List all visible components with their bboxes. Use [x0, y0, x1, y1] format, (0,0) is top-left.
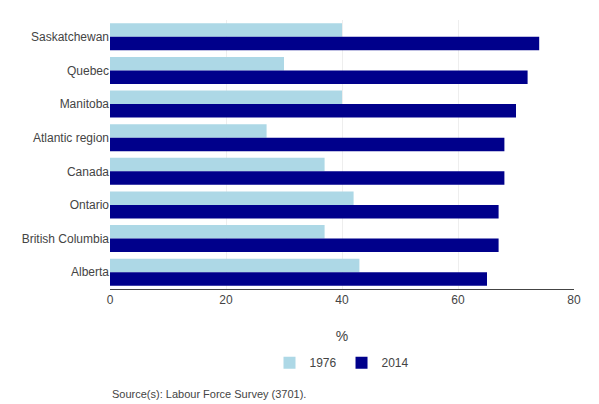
svg-text:Canada: Canada [67, 165, 109, 179]
svg-text:80: 80 [567, 293, 581, 307]
svg-text:Alberta: Alberta [71, 265, 109, 279]
svg-text:British Columbia: British Columbia [22, 232, 110, 246]
svg-text:1976: 1976 [310, 356, 337, 370]
svg-text:60: 60 [451, 293, 465, 307]
svg-text:Manitoba: Manitoba [60, 97, 110, 111]
svg-text:Saskatchewan: Saskatchewan [31, 30, 109, 44]
svg-text:Ontario: Ontario [70, 198, 110, 212]
svg-text:Source(s): Labour Force Survey: Source(s): Labour Force Survey (3701). [112, 388, 306, 400]
svg-text:Atlantic region: Atlantic region [33, 131, 109, 145]
svg-text:%: % [336, 328, 348, 344]
svg-text:2014: 2014 [382, 356, 409, 370]
svg-text:20: 20 [219, 293, 233, 307]
svg-text:Quebec: Quebec [67, 64, 109, 78]
svg-text:40: 40 [335, 293, 349, 307]
svg-text:0: 0 [107, 293, 114, 307]
